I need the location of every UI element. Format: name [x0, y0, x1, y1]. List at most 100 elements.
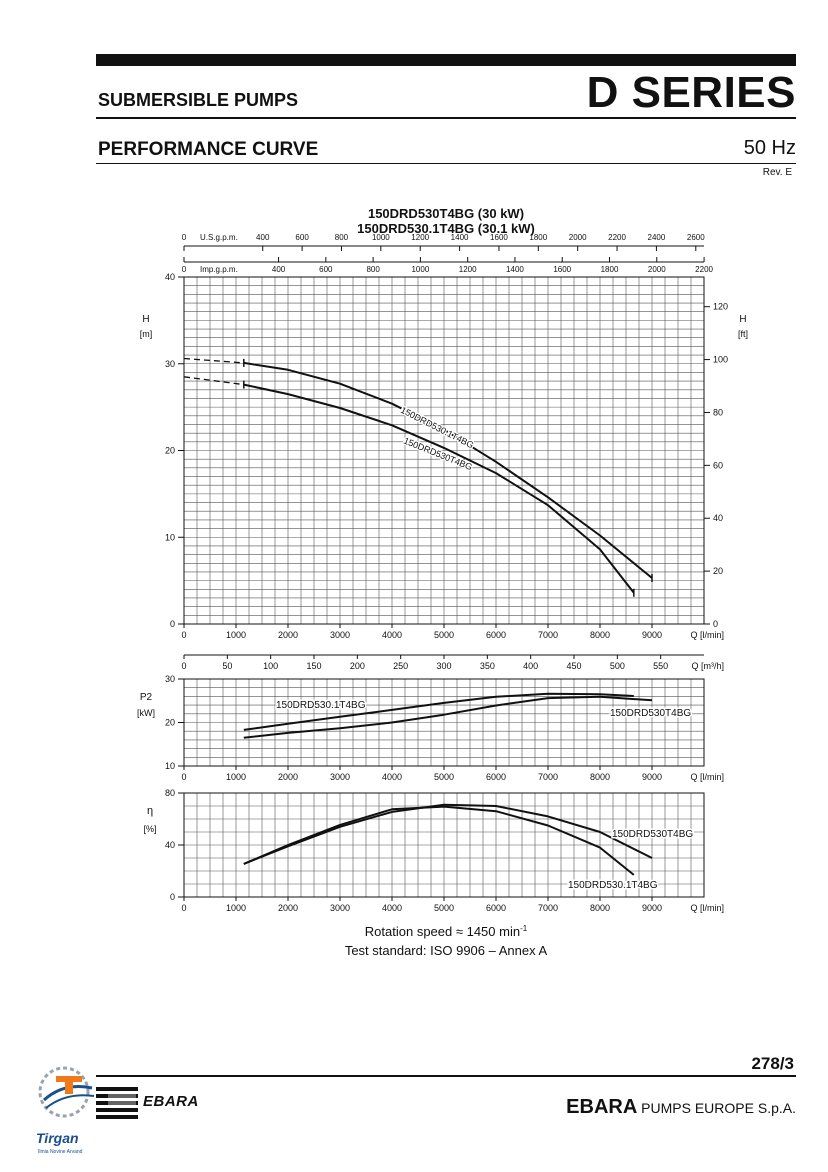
power-series-label: 150DRD530T4BG [610, 708, 691, 719]
flow-tick-label: 3000 [330, 630, 350, 640]
efficiency-tick-label: 0 [170, 892, 175, 902]
flow-tick-label: 7000 [538, 630, 558, 640]
head-ft-tick-label: 80 [713, 407, 723, 417]
power-axis-label: P2 [140, 692, 153, 703]
efficiency-curve-0 [243, 803, 653, 865]
imp-gpm-tick-label: 800 [366, 265, 380, 274]
us-gpm-tick-label: 1000 [372, 233, 390, 242]
tirgan-name: Tirgan [36, 1130, 79, 1146]
efficiency-series-label: 150DRD530.1T4BG [568, 880, 658, 891]
us-gpm-tick-label: 800 [335, 233, 349, 242]
flow-tick-label: 9000 [642, 630, 662, 640]
rotation-speed-unit-exponent: -1 [520, 924, 528, 933]
page-number: 278/3 [751, 1054, 794, 1073]
us-gpm-tick-label: 1600 [490, 233, 508, 242]
imp-gpm-tick-label: 1400 [506, 265, 524, 274]
m3h-tick-label: 350 [480, 661, 495, 671]
tirgan-logo-icon [38, 1066, 95, 1118]
chart-title-line-2: 150DRD530.1T4BG (30.1 kW) [357, 221, 535, 236]
us-gpm-tick-label: 600 [295, 233, 309, 242]
m3h-tick-label: 450 [566, 661, 581, 671]
head-tick-label: 30 [165, 359, 175, 369]
m3h-axis-label: Q [m³/h] [691, 661, 724, 671]
us-gpm-tick-label: 400 [256, 233, 270, 242]
flow-tick-label: 1000 [226, 903, 246, 913]
us-gpm-tick-label: 2200 [608, 233, 626, 242]
head-ft-tick-label: 60 [713, 460, 723, 470]
head-ft-tick-label: 100 [713, 355, 728, 365]
flow-tick-label: 7000 [538, 772, 558, 782]
head-ft-tick-label: 20 [713, 566, 723, 576]
flow-tick-label: 8000 [590, 903, 610, 913]
flow-tick-label: 6000 [486, 630, 506, 640]
divider [96, 117, 796, 119]
m3h-tick-label: 0 [181, 661, 186, 671]
us-gpm-tick-label: 1200 [411, 233, 429, 242]
company-name-rest: PUMPS EUROPE S.p.A. [637, 1100, 796, 1116]
head-ft-axis-unit: [ft] [738, 329, 748, 339]
head-grid [183, 276, 705, 625]
power-series-label: 150DRD530.1T4BG [276, 700, 366, 711]
imp-gpm-tick-label: 400 [272, 265, 286, 274]
m3h-tick-label: 100 [263, 661, 278, 671]
chart-title-line-1: 150DRD530T4BG (30 kW) [368, 206, 524, 221]
us-gpm-label: U.S.g.p.m. [200, 233, 238, 242]
us-gpm-tick-label: 2000 [569, 233, 587, 242]
m3h-tick-label: 250 [393, 661, 408, 671]
m3h-tick-label: 150 [306, 661, 321, 671]
ebara-logo-icon [96, 1087, 138, 1119]
efficiency-tick-label: 80 [165, 788, 175, 798]
m3h-tick-label: 300 [436, 661, 451, 671]
imp-gpm-tick-label: 1600 [553, 265, 571, 274]
imp-gpm-tick-label: 600 [319, 265, 333, 274]
head-ft-tick-label: 40 [713, 513, 723, 523]
flow-tick-label: 0 [181, 630, 186, 640]
imp-gpm-tick-label: 2200 [695, 265, 713, 274]
test-standard-note: Test standard: ISO 9906 – Annex A [345, 943, 548, 958]
flow-tick-label: 9000 [642, 772, 662, 782]
m3h-tick-label: 500 [610, 661, 625, 671]
rotation-speed-note: Rotation speed ≈ 1450 min-1 [365, 924, 528, 939]
head-ft-tick-label: 120 [713, 302, 728, 312]
flow-tick-label: 0 [181, 772, 186, 782]
ebara-logo-text: EBARA [143, 1093, 199, 1110]
flow-tick-label: 0 [181, 903, 186, 913]
efficiency-tick-label: 40 [165, 840, 175, 850]
flow-tick-label: 1000 [226, 630, 246, 640]
m3h-tick-label: 200 [350, 661, 365, 671]
company-name: EBARA PUMPS EUROPE S.p.A. [566, 1096, 796, 1119]
product-group: SUBMERSIBLE PUMPS [98, 90, 299, 110]
section-title: PERFORMANCE CURVE [98, 139, 319, 160]
power-tick-label: 10 [165, 761, 175, 771]
power-curve-1 [243, 695, 653, 739]
imp-gpm-tick-label: 1000 [411, 265, 429, 274]
flow-tick-label: 9000 [642, 903, 662, 913]
power-curve-0 [243, 692, 634, 731]
power-grid [183, 678, 705, 767]
flow-tick-label: 7000 [538, 903, 558, 913]
power-tick-label: 30 [165, 674, 175, 684]
m3h-tick-label: 550 [653, 661, 668, 671]
us-gpm-tick-label: 2600 [687, 233, 705, 242]
power-flow-axis-label: Q [l/min] [690, 772, 724, 782]
head-curve-dashed-0 [183, 357, 244, 364]
flow-tick-label: 3000 [330, 903, 350, 913]
efficiency-series-label: 150DRD530T4BG [612, 829, 693, 840]
imp-gpm-tick-label: 2000 [648, 265, 666, 274]
flow-tick-label: 8000 [590, 772, 610, 782]
imp-gpm-label: Imp.g.p.m. [200, 265, 238, 274]
power-tick-label: 20 [165, 718, 175, 728]
tirgan-tagline: Ilmia Novine Arvand [38, 1149, 83, 1155]
head-axis-unit: [m] [140, 329, 153, 339]
flow-tick-label: 5000 [434, 630, 454, 640]
flow-tick-label: 1000 [226, 772, 246, 782]
flow-tick-label: 8000 [590, 630, 610, 640]
flow-tick-label: 4000 [382, 630, 402, 640]
flow-tick-label: 2000 [278, 772, 298, 782]
flow-tick-label: 2000 [278, 630, 298, 640]
head-tick-label: 10 [165, 532, 175, 542]
flow-tick-label: 4000 [382, 772, 402, 782]
us-gpm-tick-label: 1400 [451, 233, 469, 242]
head-tick-label: 20 [165, 446, 175, 456]
company-name-bold: EBARA [566, 1096, 638, 1118]
